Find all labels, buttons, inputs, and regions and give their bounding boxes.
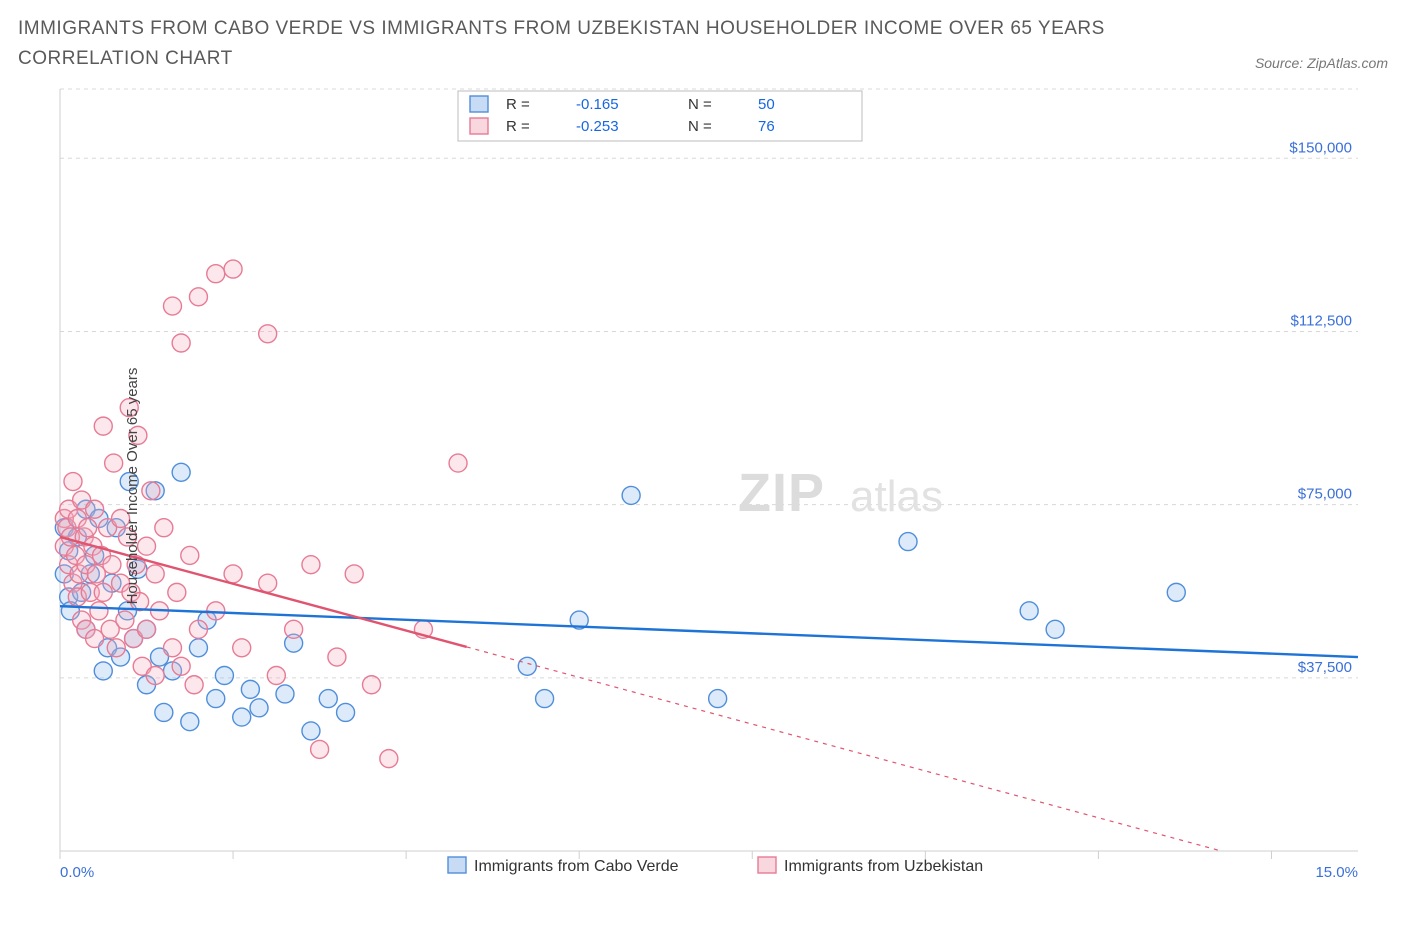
legend-r-value: -0.253 xyxy=(576,118,619,135)
legend-swatch xyxy=(470,118,488,134)
data-point xyxy=(146,565,164,583)
data-point xyxy=(185,676,203,694)
watermark: ZIP xyxy=(738,463,825,523)
data-point xyxy=(181,546,199,564)
data-point xyxy=(285,620,303,638)
data-point xyxy=(241,680,259,698)
data-point xyxy=(163,297,181,315)
data-point xyxy=(103,555,121,573)
data-point xyxy=(94,583,112,601)
data-point xyxy=(64,472,82,490)
legend-n-label: N = xyxy=(688,96,712,113)
data-point xyxy=(172,657,190,675)
data-point xyxy=(1167,583,1185,601)
data-point xyxy=(155,519,173,537)
data-point xyxy=(207,689,225,707)
data-point xyxy=(250,699,268,717)
data-point xyxy=(189,620,207,638)
data-point xyxy=(207,602,225,620)
data-point xyxy=(172,334,190,352)
data-point xyxy=(311,740,329,758)
data-point xyxy=(276,685,294,703)
y-tick-label: $150,000 xyxy=(1289,139,1352,156)
data-point xyxy=(94,417,112,435)
data-point xyxy=(302,555,320,573)
data-point xyxy=(163,639,181,657)
data-point xyxy=(449,454,467,472)
data-point xyxy=(233,639,251,657)
data-point xyxy=(116,611,134,629)
data-point xyxy=(622,486,640,504)
data-point xyxy=(105,454,123,472)
legend-series-label: Immigrants from Cabo Verde xyxy=(474,858,679,875)
data-point xyxy=(380,749,398,767)
y-tick-label: $112,500 xyxy=(1291,312,1352,329)
y-tick-label: $75,000 xyxy=(1298,485,1352,502)
data-point xyxy=(155,703,173,721)
legend-r-label: R = xyxy=(506,96,530,113)
data-point xyxy=(267,666,285,684)
data-point xyxy=(215,666,233,684)
scatter-chart: $37,500 $75,000 $112,500 $150,000 0.0% 15.0% Z… xyxy=(18,81,1368,891)
legend-swatch xyxy=(448,857,466,873)
data-point xyxy=(181,712,199,730)
legend-n-value: 50 xyxy=(758,96,775,113)
data-point xyxy=(259,325,277,343)
legend-n-value: 76 xyxy=(758,118,775,135)
data-point xyxy=(172,463,190,481)
y-axis-label: Householder Income Over 65 years xyxy=(124,367,141,604)
data-point xyxy=(189,288,207,306)
x-tick-label: 15.0% xyxy=(1315,864,1358,881)
data-point xyxy=(302,722,320,740)
legend-swatch xyxy=(758,857,776,873)
legend-swatch xyxy=(470,96,488,112)
y-tick-label: $37,500 xyxy=(1298,659,1352,676)
data-point xyxy=(363,676,381,694)
data-point xyxy=(224,260,242,278)
legend-series-label: Immigrants from Uzbekistan xyxy=(784,858,983,875)
data-point xyxy=(709,689,727,707)
x-tick-label: 0.0% xyxy=(60,864,94,881)
legend-r-label: R = xyxy=(506,118,530,135)
data-point xyxy=(328,648,346,666)
data-point xyxy=(87,565,105,583)
legend-r-value: -0.165 xyxy=(576,96,619,113)
data-point xyxy=(518,657,536,675)
legend-n-label: N = xyxy=(688,118,712,135)
data-point xyxy=(1046,620,1064,638)
data-point xyxy=(319,689,337,707)
watermark: atlas xyxy=(850,472,943,521)
data-point xyxy=(138,620,156,638)
data-point xyxy=(899,532,917,550)
data-point xyxy=(168,583,186,601)
trend-line xyxy=(60,606,1358,657)
data-point xyxy=(79,519,97,537)
data-point xyxy=(536,689,554,707)
data-point xyxy=(189,639,207,657)
data-point xyxy=(86,629,104,647)
chart-container: Householder Income Over 65 years $37,500… xyxy=(18,81,1388,891)
data-point xyxy=(146,666,164,684)
chart-title: IMMIGRANTS FROM CABO VERDE VS IMMIGRANTS… xyxy=(18,14,1138,75)
data-point xyxy=(345,565,363,583)
data-point xyxy=(107,639,125,657)
data-point xyxy=(233,708,251,726)
data-point xyxy=(86,500,104,518)
data-point xyxy=(259,574,277,592)
data-point xyxy=(1020,602,1038,620)
data-point xyxy=(94,662,112,680)
data-point xyxy=(142,482,160,500)
data-point xyxy=(224,565,242,583)
source-attribution: Source: ZipAtlas.com xyxy=(1255,55,1388,75)
data-point xyxy=(207,265,225,283)
data-point xyxy=(337,703,355,721)
data-point xyxy=(90,602,108,620)
